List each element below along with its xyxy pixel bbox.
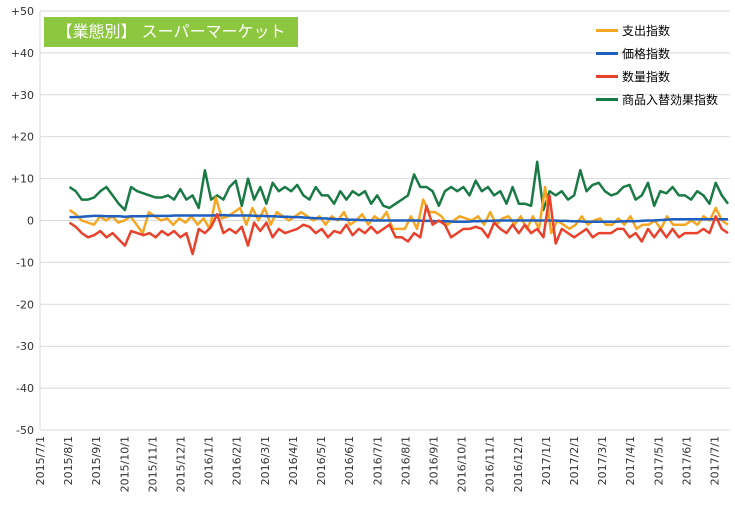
x-tick-label: 2017/7/1	[709, 436, 722, 485]
x-tick-label: 2015/12/1	[175, 436, 188, 492]
x-tick-label: 2015/10/1	[118, 436, 131, 492]
x-tick-label: 2016/6/1	[343, 436, 356, 485]
legend-swatch-2	[596, 75, 618, 78]
x-tick-label: 2015/11/1	[146, 436, 159, 492]
x-tick-label: 2016/1/1	[203, 436, 216, 485]
legend-label-2: 数量指数	[622, 70, 671, 84]
x-tick-label: 2016/4/1	[287, 436, 300, 485]
y-tick-label: +40	[11, 47, 34, 60]
legend-swatch-1	[596, 52, 618, 55]
y-tick-label: +30	[11, 89, 34, 102]
legend-item-0: 支出指数	[596, 19, 718, 42]
series-line-1	[69, 213, 728, 224]
x-tick-label: 2016/7/1	[371, 436, 384, 485]
legend-label-0: 支出指数	[622, 24, 671, 38]
y-tick-label: +50	[11, 5, 34, 18]
y-tick-label: +20	[11, 131, 34, 144]
x-tick-label: 2016/10/1	[456, 436, 469, 492]
chart-title: 【業態別】 スーパーマーケット	[44, 17, 298, 47]
y-tick-label: +10	[11, 173, 34, 186]
y-tick-label: -40	[16, 382, 34, 395]
legend-label-3: 商品入替効果指数	[622, 93, 719, 107]
x-tick-label: 2015/9/1	[90, 436, 103, 485]
x-tick-label: 2017/4/1	[624, 436, 637, 485]
x-tick-label: 2015/7/1	[34, 436, 47, 485]
legend-item-2: 数量指数	[596, 65, 718, 88]
y-tick-label: -50	[16, 424, 34, 437]
x-tick-label: 2017/1/1	[540, 436, 553, 485]
y-tick-label: 0	[27, 215, 34, 228]
x-axis-tick-labels: 2015/7/1 2015/8/1 2015/9/1 2015/10/1 2015/11…	[34, 436, 722, 492]
series-line-3	[68, 160, 730, 212]
x-tick-label: 2017/5/1	[652, 436, 665, 485]
x-tick-label: 2016/8/1	[399, 436, 412, 485]
x-tick-label: 2017/6/1	[680, 436, 693, 485]
x-tick-label: 2016/5/1	[315, 436, 328, 485]
legend-label-1: 価格指数	[622, 47, 671, 61]
x-tick-label: 2016/9/1	[427, 436, 440, 485]
y-tick-label: -10	[16, 256, 34, 269]
x-tick-label: 2016/3/1	[259, 436, 272, 485]
y-tick-label: -20	[16, 298, 34, 311]
series-lines	[68, 160, 730, 256]
legend-swatch-3	[596, 98, 618, 101]
x-tick-label: 2017/3/1	[596, 436, 609, 485]
x-tick-label: 2016/2/1	[231, 436, 244, 485]
x-tick-label: 2016/12/1	[512, 436, 525, 492]
series-line-2	[68, 194, 729, 256]
legend-item-1: 価格指数	[596, 42, 718, 65]
x-tick-label: 2017/2/1	[568, 436, 581, 485]
legend-item-3: 商品入替効果指数	[596, 88, 718, 111]
x-tick-label: 2015/8/1	[62, 436, 75, 485]
series-line-0	[68, 185, 729, 235]
y-axis-tick-labels: +50 +40 +30 +20 +10 0 -10 -20 -30 -40 -50	[11, 5, 34, 437]
legend: 支出指数 価格指数 数量指数 商品入替効果指数	[596, 19, 718, 111]
x-tick-label: 2016/11/1	[484, 436, 497, 492]
y-tick-label: -30	[16, 340, 34, 353]
legend-swatch-0	[596, 29, 618, 32]
